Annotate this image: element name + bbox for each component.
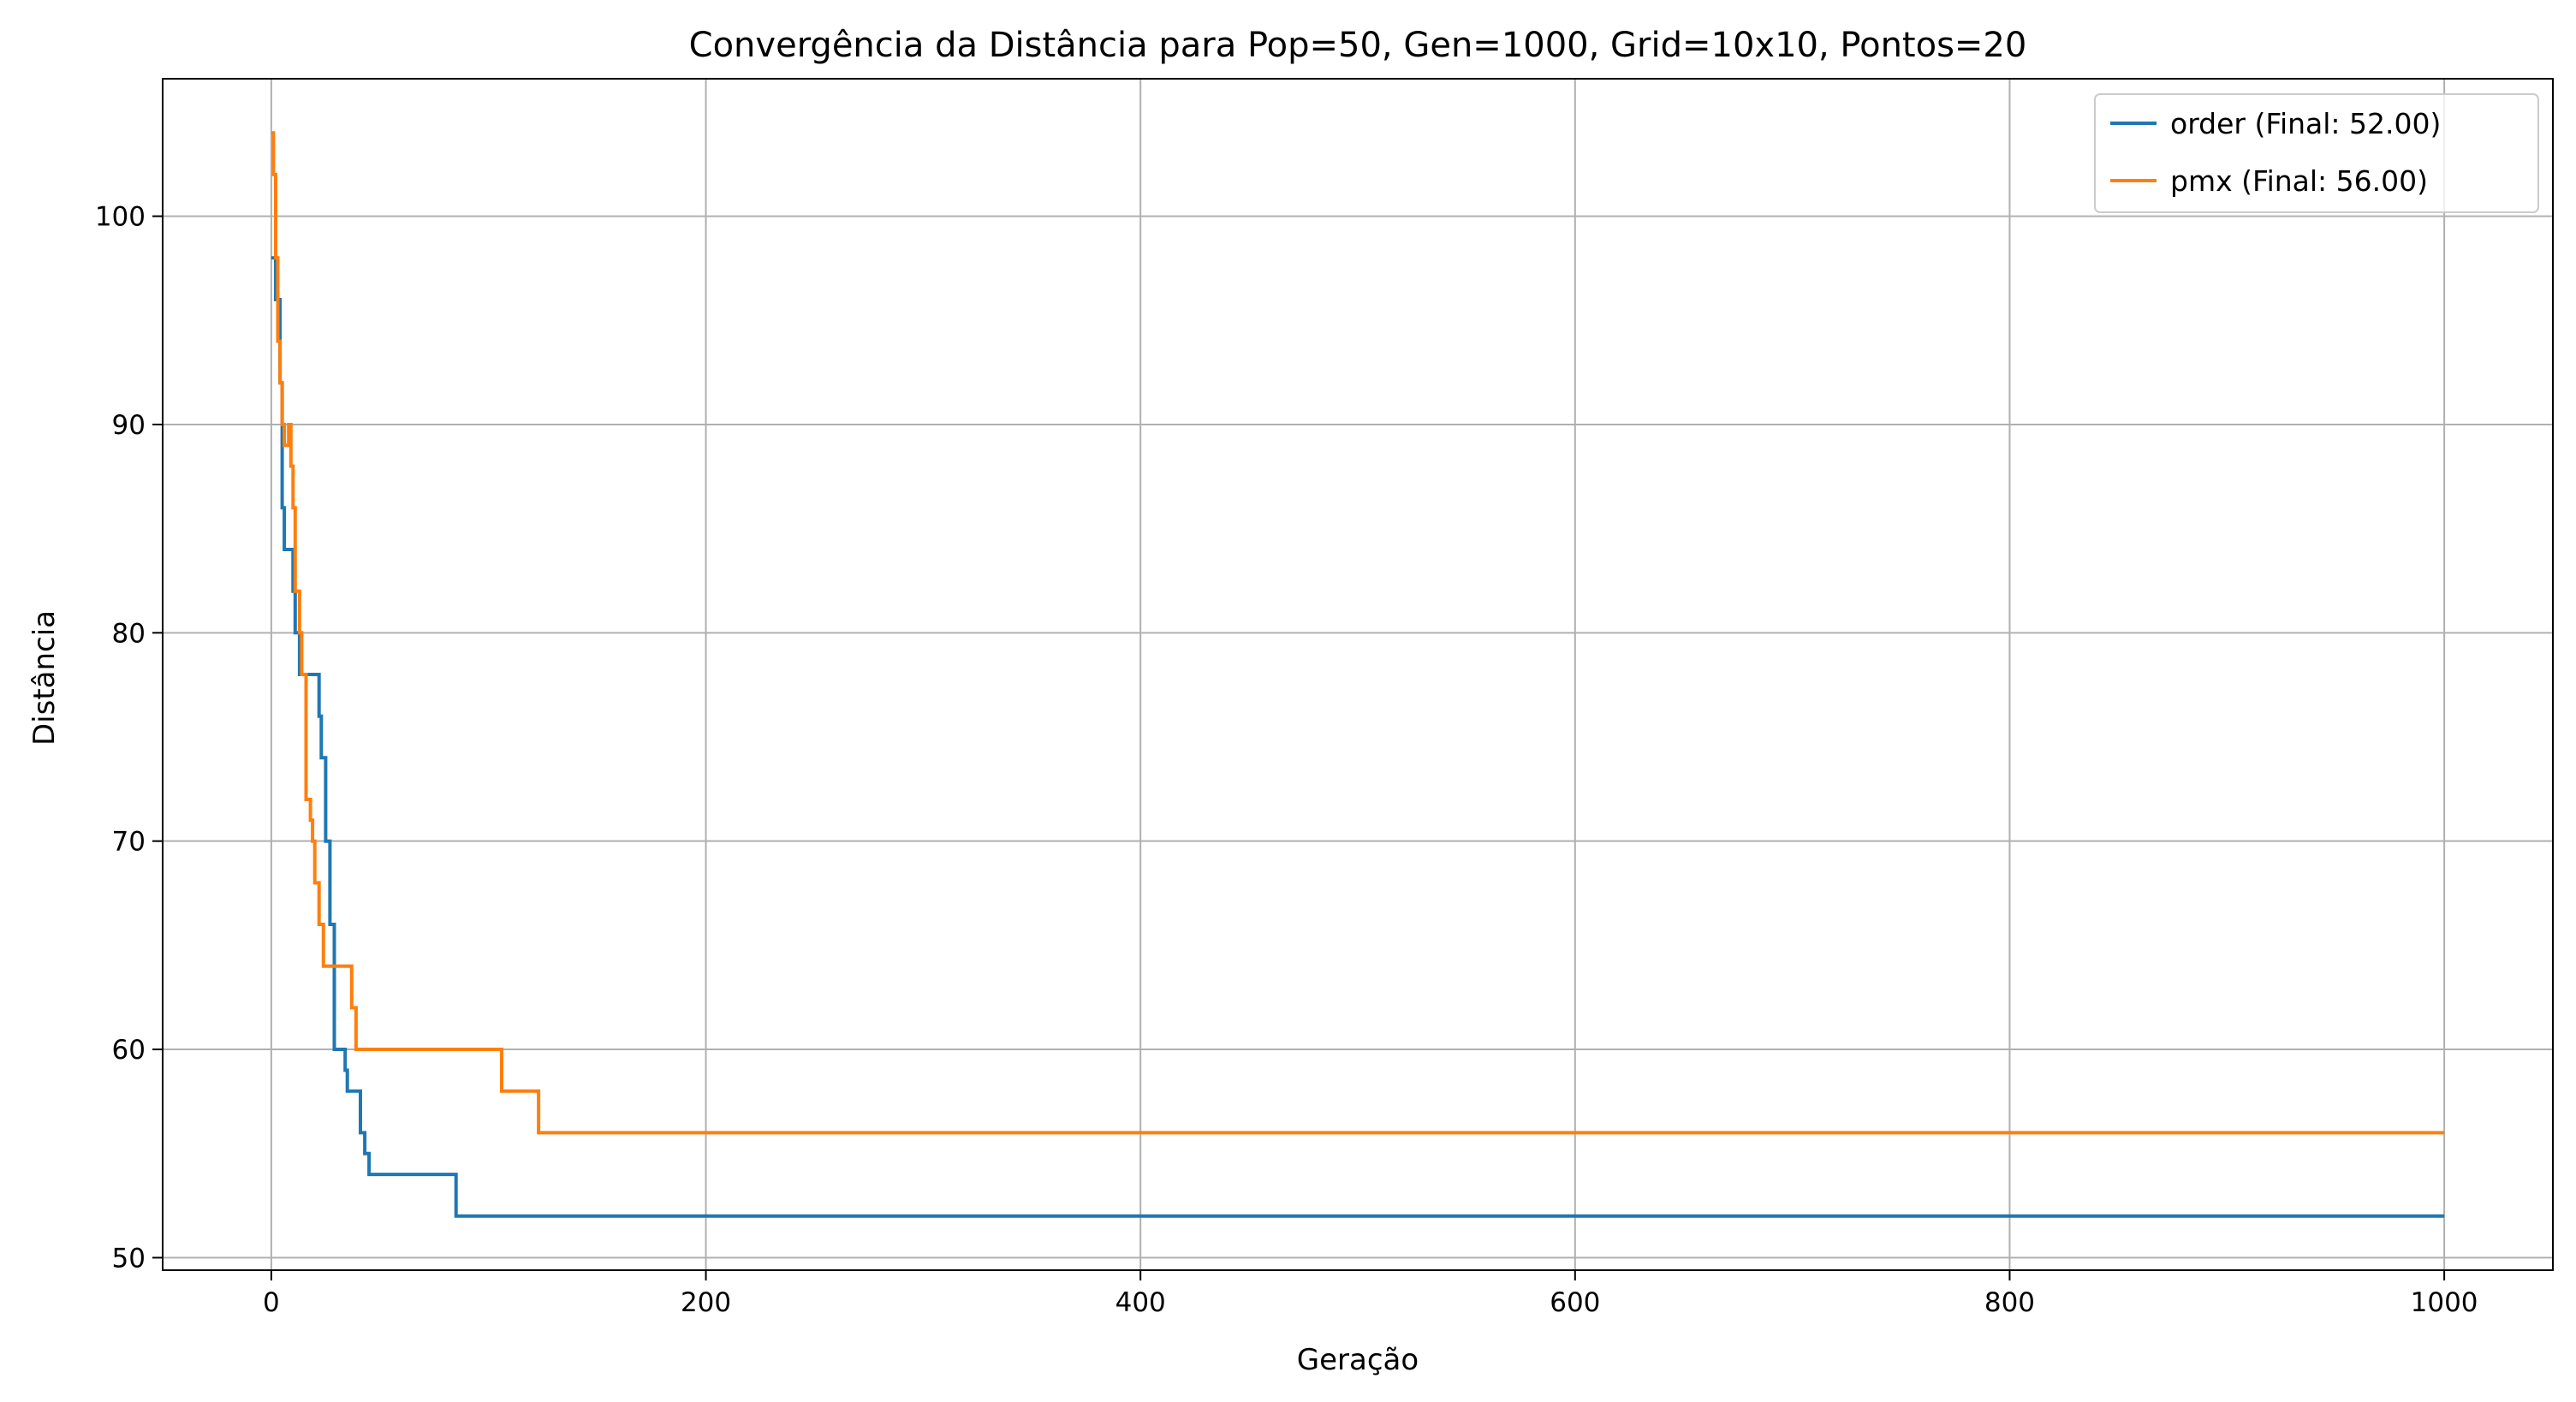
- axis-ticks: 0 200 400 600 800 1000 50 60 70 80 90 100: [95, 202, 2478, 1318]
- plot-frame: [162, 78, 2554, 1271]
- y-axis-label: Distância: [27, 610, 62, 746]
- y-tick-label: 60: [112, 1035, 146, 1066]
- y-tick-label: 90: [112, 410, 146, 441]
- legend-box: [2094, 93, 2539, 213]
- x-tick-label: 800: [1984, 1287, 2035, 1318]
- y-tick-label: 50: [112, 1243, 146, 1274]
- x-axis-label: Geração: [1297, 1343, 1419, 1377]
- x-tick-label: 200: [681, 1287, 731, 1318]
- y-tick-label: 70: [112, 827, 146, 858]
- x-tick-label: 1000: [2411, 1287, 2478, 1318]
- y-tick-label: 80: [112, 618, 146, 649]
- x-tick-label: 400: [1115, 1287, 1166, 1318]
- grid: [163, 79, 2553, 1270]
- legend-entry: order (Final: 52.00): [2170, 107, 2441, 140]
- legend: order (Final: 52.00) pmx (Final: 56.00): [2094, 93, 2539, 213]
- series-line-pmx: [271, 131, 2445, 1135]
- series-line-order: [271, 256, 2445, 1218]
- chart-title: Convergência da Distância para Pop=50, G…: [689, 26, 2027, 65]
- y-tick-label: 100: [95, 202, 146, 233]
- plot-series: [271, 131, 2445, 1218]
- legend-entry: pmx (Final: 56.00): [2170, 164, 2428, 198]
- x-tick-label: 600: [1550, 1287, 1600, 1318]
- x-tick-label: 0: [263, 1287, 280, 1318]
